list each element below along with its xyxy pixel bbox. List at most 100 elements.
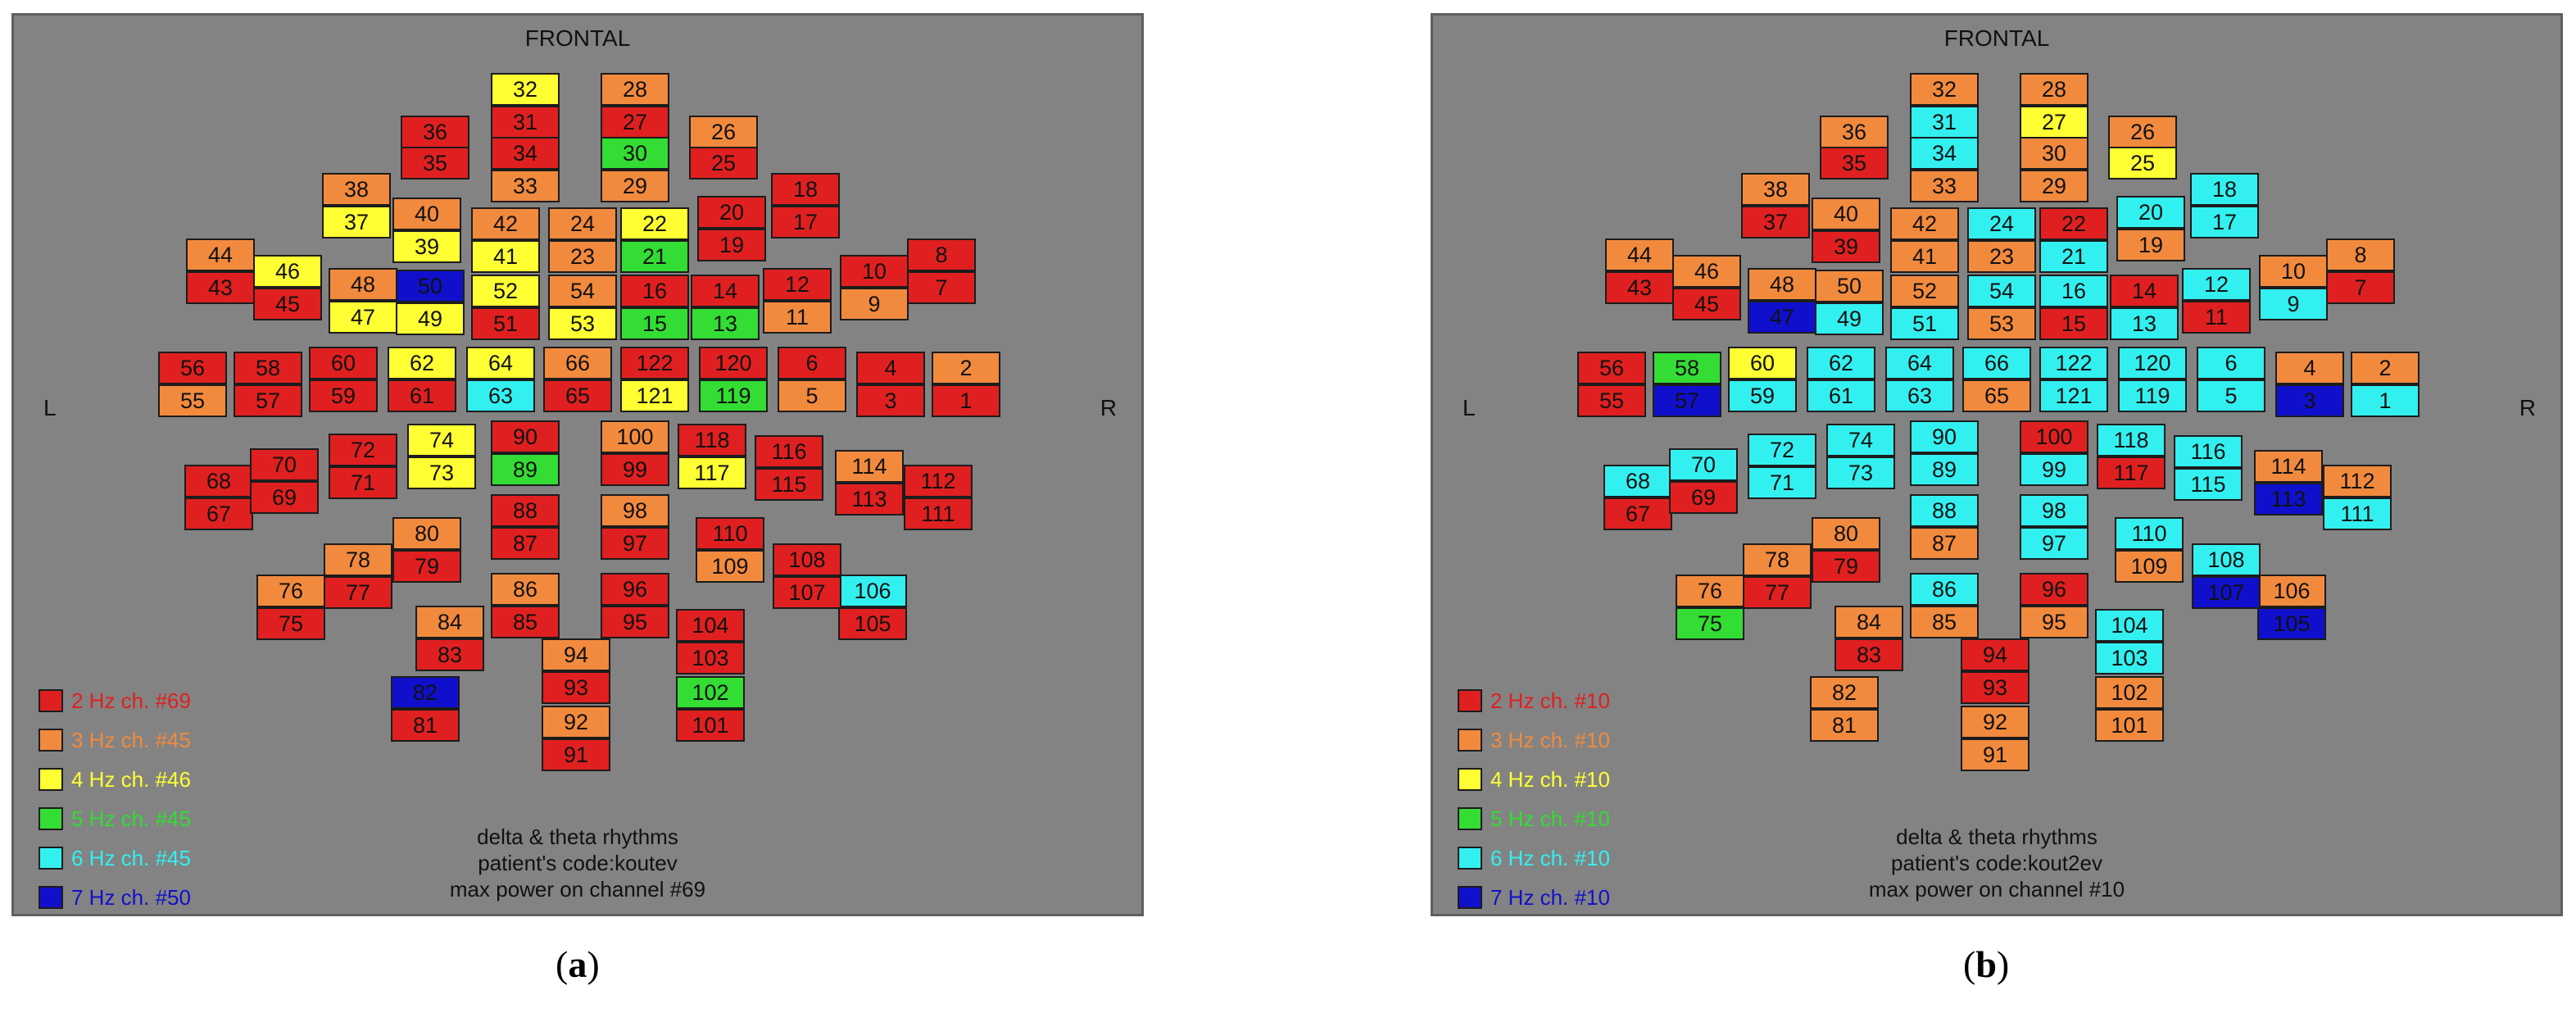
channel-63: 63: [1885, 379, 1954, 412]
channel-47: 47: [329, 301, 397, 334]
channel-10: 10: [840, 255, 909, 288]
channel-3: 3: [2275, 384, 2344, 417]
channel-26: 26: [2108, 116, 2177, 148]
channel-106: 106: [838, 575, 907, 607]
channel-25: 25: [689, 147, 758, 179]
channel-90: 90: [491, 420, 560, 453]
channel-14: 14: [691, 275, 760, 307]
channel-54: 54: [548, 275, 617, 307]
channel-73: 73: [407, 456, 476, 489]
channel-40: 40: [392, 198, 461, 230]
channel-51: 51: [1890, 307, 1959, 340]
channel-10: 10: [2259, 255, 2328, 288]
channel-66: 66: [1962, 347, 2031, 379]
channel-97: 97: [2020, 527, 2088, 560]
channel-50: 50: [396, 270, 465, 302]
channel-74: 74: [407, 424, 476, 456]
channel-122: 122: [620, 347, 689, 379]
channel-119: 119: [699, 379, 768, 412]
legend-swatch: [39, 807, 63, 830]
channel-98: 98: [601, 494, 669, 527]
footer-patient-code: patient's code:kout2ev: [1891, 851, 2102, 875]
legend-text: 2 Hz ch. #69: [71, 688, 191, 713]
channel-55: 55: [158, 384, 227, 417]
channel-41: 41: [471, 240, 540, 273]
channel-48: 48: [329, 268, 397, 301]
channel-31: 31: [1910, 106, 1979, 139]
channel-55: 55: [1577, 384, 1646, 417]
channel-47: 47: [1748, 301, 1816, 334]
channel-87: 87: [1910, 527, 1979, 560]
channel-1: 1: [932, 384, 1000, 417]
channel-11: 11: [763, 301, 832, 334]
channel-52: 52: [1890, 275, 1959, 307]
channel-114: 114: [835, 450, 904, 483]
channel-42: 42: [471, 207, 540, 240]
channel-39: 39: [1812, 230, 1880, 263]
channel-71: 71: [1748, 466, 1816, 499]
channel-99: 99: [601, 453, 669, 486]
footer-rhythms: delta & theta rhythms: [1896, 824, 2098, 849]
channel-2: 2: [932, 352, 1000, 384]
channel-84: 84: [415, 606, 484, 638]
channel-62: 62: [1807, 347, 1875, 379]
channel-57: 57: [234, 384, 302, 417]
channel-59: 59: [1728, 379, 1797, 412]
channel-8: 8: [2326, 238, 2395, 271]
legend-swatch: [1458, 768, 1482, 791]
channel-8: 8: [907, 238, 976, 271]
channel-27: 27: [601, 106, 669, 139]
legend-text: 6 Hz ch. #45: [71, 846, 191, 870]
channel-86: 86: [491, 573, 560, 606]
topomap-panel-b: FRONTAL L R 1 2 3 4 5 6 7 8 9 10 11 12 13 14 15 16 17 18 1…: [1431, 13, 2563, 916]
channel-64: 64: [1885, 347, 1954, 379]
channel-69: 69: [1669, 481, 1738, 514]
channel-76: 76: [256, 575, 325, 607]
left-label: L: [43, 395, 57, 420]
channel-107: 107: [2192, 576, 2261, 609]
channel-22: 22: [620, 207, 689, 240]
channel-25: 25: [2108, 147, 2177, 179]
legend-swatch: [1458, 886, 1482, 909]
legend-text: 7 Hz ch. #10: [1490, 885, 1610, 910]
channel-84: 84: [1834, 606, 1903, 638]
legend-swatch: [1458, 847, 1482, 870]
channel-21: 21: [620, 240, 689, 273]
channel-89: 89: [491, 453, 560, 486]
channel-50: 50: [1815, 270, 1884, 302]
channel-78: 78: [324, 543, 392, 576]
channel-116: 116: [2174, 435, 2243, 468]
channel-9: 9: [840, 288, 909, 320]
channel-93: 93: [542, 671, 610, 704]
channel-68: 68: [184, 465, 253, 497]
channel-13: 13: [2110, 307, 2179, 340]
channel-101: 101: [2095, 709, 2164, 742]
channel-56: 56: [158, 352, 227, 384]
channel-115: 115: [755, 468, 823, 501]
channel-18: 18: [771, 173, 840, 206]
channel-6: 6: [2197, 347, 2265, 379]
channel-31: 31: [491, 106, 560, 139]
channel-104: 104: [676, 609, 745, 642]
channel-105: 105: [838, 607, 907, 640]
channel-81: 81: [1810, 709, 1879, 742]
channel-115: 115: [2174, 468, 2243, 501]
channel-99: 99: [2020, 453, 2088, 486]
channel-9: 9: [2259, 288, 2328, 320]
channel-16: 16: [2039, 275, 2108, 307]
channel-81: 81: [391, 709, 460, 742]
channel-6: 6: [778, 347, 846, 379]
channel-83: 83: [415, 638, 484, 671]
channel-48: 48: [1748, 268, 1816, 301]
footer-max-power: max power on channel #69: [449, 877, 706, 902]
channel-108: 108: [2192, 543, 2261, 576]
channel-32: 32: [491, 73, 560, 106]
channel-38: 38: [1741, 173, 1810, 206]
legend-swatch: [1458, 729, 1482, 752]
channel-107: 107: [773, 576, 841, 609]
channel-98: 98: [2020, 494, 2088, 527]
channel-15: 15: [2039, 307, 2108, 340]
channel-52: 52: [471, 275, 540, 307]
channel-65: 65: [543, 379, 612, 412]
channel-33: 33: [491, 170, 560, 202]
